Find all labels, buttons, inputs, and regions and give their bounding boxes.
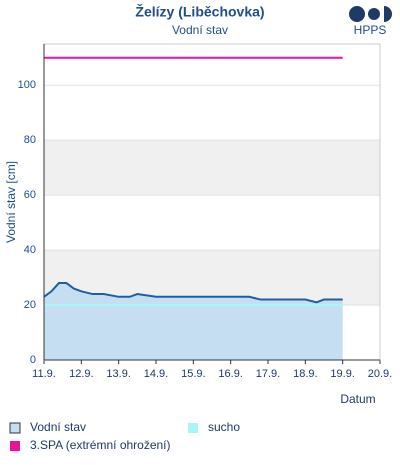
legend-swatch	[188, 423, 198, 433]
y-tick-label: 60	[24, 189, 36, 201]
chart-title: Želízy (Liběchovka)	[135, 3, 264, 20]
x-tick-label: 11.9.	[32, 368, 56, 380]
x-tick-label: 17.9.	[256, 368, 280, 380]
y-tick-label: 80	[24, 134, 36, 146]
area	[44, 283, 343, 360]
x-axis-label: Datum	[340, 392, 375, 406]
logo	[349, 6, 392, 22]
y-tick-label: 20	[24, 299, 36, 311]
x-tick-label: 14.9.	[144, 368, 168, 380]
series-line	[43, 282, 343, 304]
x-tick-label: 20.9.	[368, 368, 392, 380]
x-tick-label: 19.9.	[330, 368, 354, 380]
x-tick-label: 15.9.	[181, 368, 205, 380]
chart-subtitle: Vodní stav	[172, 23, 228, 37]
legend-swatch	[9, 422, 21, 434]
y-tick-label: 100	[18, 79, 36, 91]
y-tick-label: 0	[30, 354, 36, 366]
bands	[44, 140, 380, 306]
x-tick-label: 16.9.	[218, 368, 242, 380]
x-tick-label: 12.9.	[69, 368, 93, 380]
y-tick-label: 40	[24, 244, 36, 256]
logo-text: HPPS	[354, 23, 387, 37]
grid-band	[44, 140, 380, 196]
x-tick-label: 13.9.	[106, 368, 130, 380]
legend-label: 3.SPA (extrémní ohrožení)	[30, 438, 171, 452]
legend-label: sucho	[208, 420, 240, 434]
y-axis-label: Vodní stav [cm]	[4, 161, 18, 243]
legend-swatch	[10, 441, 20, 451]
x-tick-label: 18.9.	[293, 368, 317, 380]
legend-label: Vodní stav	[30, 420, 86, 434]
